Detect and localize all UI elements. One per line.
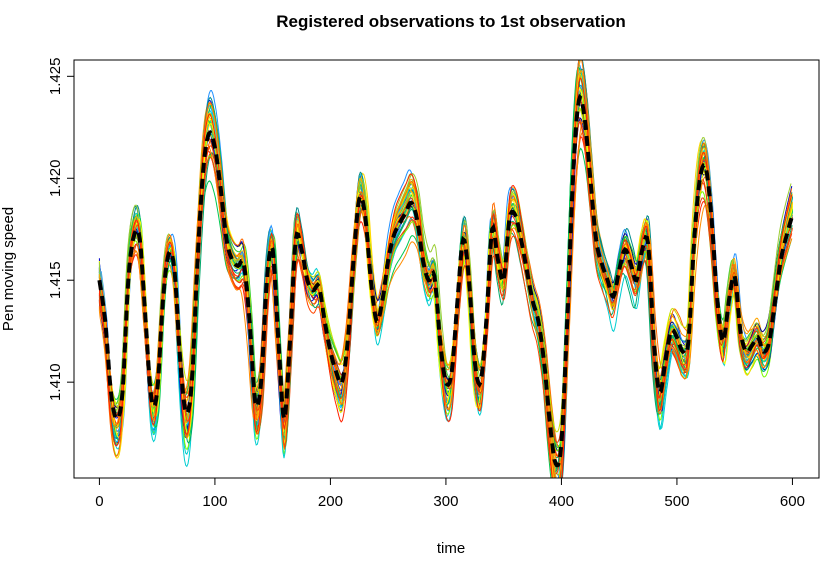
x-tick-label: 100: [202, 493, 227, 510]
x-tick-label: 500: [664, 493, 689, 510]
mean-curve-group: [97, 93, 795, 468]
observation-curve: [98, 60, 793, 478]
observation-curve: [98, 77, 793, 478]
x-tick-label: 300: [433, 493, 458, 510]
x-axis-label: time: [437, 540, 465, 557]
y-axis-label: Pen moving speed: [0, 207, 17, 331]
observation-curve: [98, 60, 793, 478]
y-tick-label: 1.415: [47, 261, 64, 299]
mean-curve: [97, 93, 795, 468]
x-tick-label: 0: [95, 493, 103, 510]
x-tick-label: 400: [549, 493, 574, 510]
y-tick-label: 1.420: [47, 159, 64, 197]
observation-curve: [99, 60, 793, 478]
observation-curve: [99, 108, 793, 433]
x-axis: 0 100 200 300 400 500 600: [95, 477, 805, 510]
y-tick-label: 1.410: [47, 363, 64, 401]
chart-title: Registered observations to 1st observati…: [276, 12, 626, 31]
x-tick-label: 200: [318, 493, 343, 510]
y-axis: 1.410 1.415 1.420 1.425: [47, 58, 75, 401]
x-tick-label: 600: [780, 493, 805, 510]
observation-curve: [99, 60, 793, 478]
observation-curves: [98, 60, 793, 478]
y-tick-label: 1.425: [47, 58, 64, 96]
